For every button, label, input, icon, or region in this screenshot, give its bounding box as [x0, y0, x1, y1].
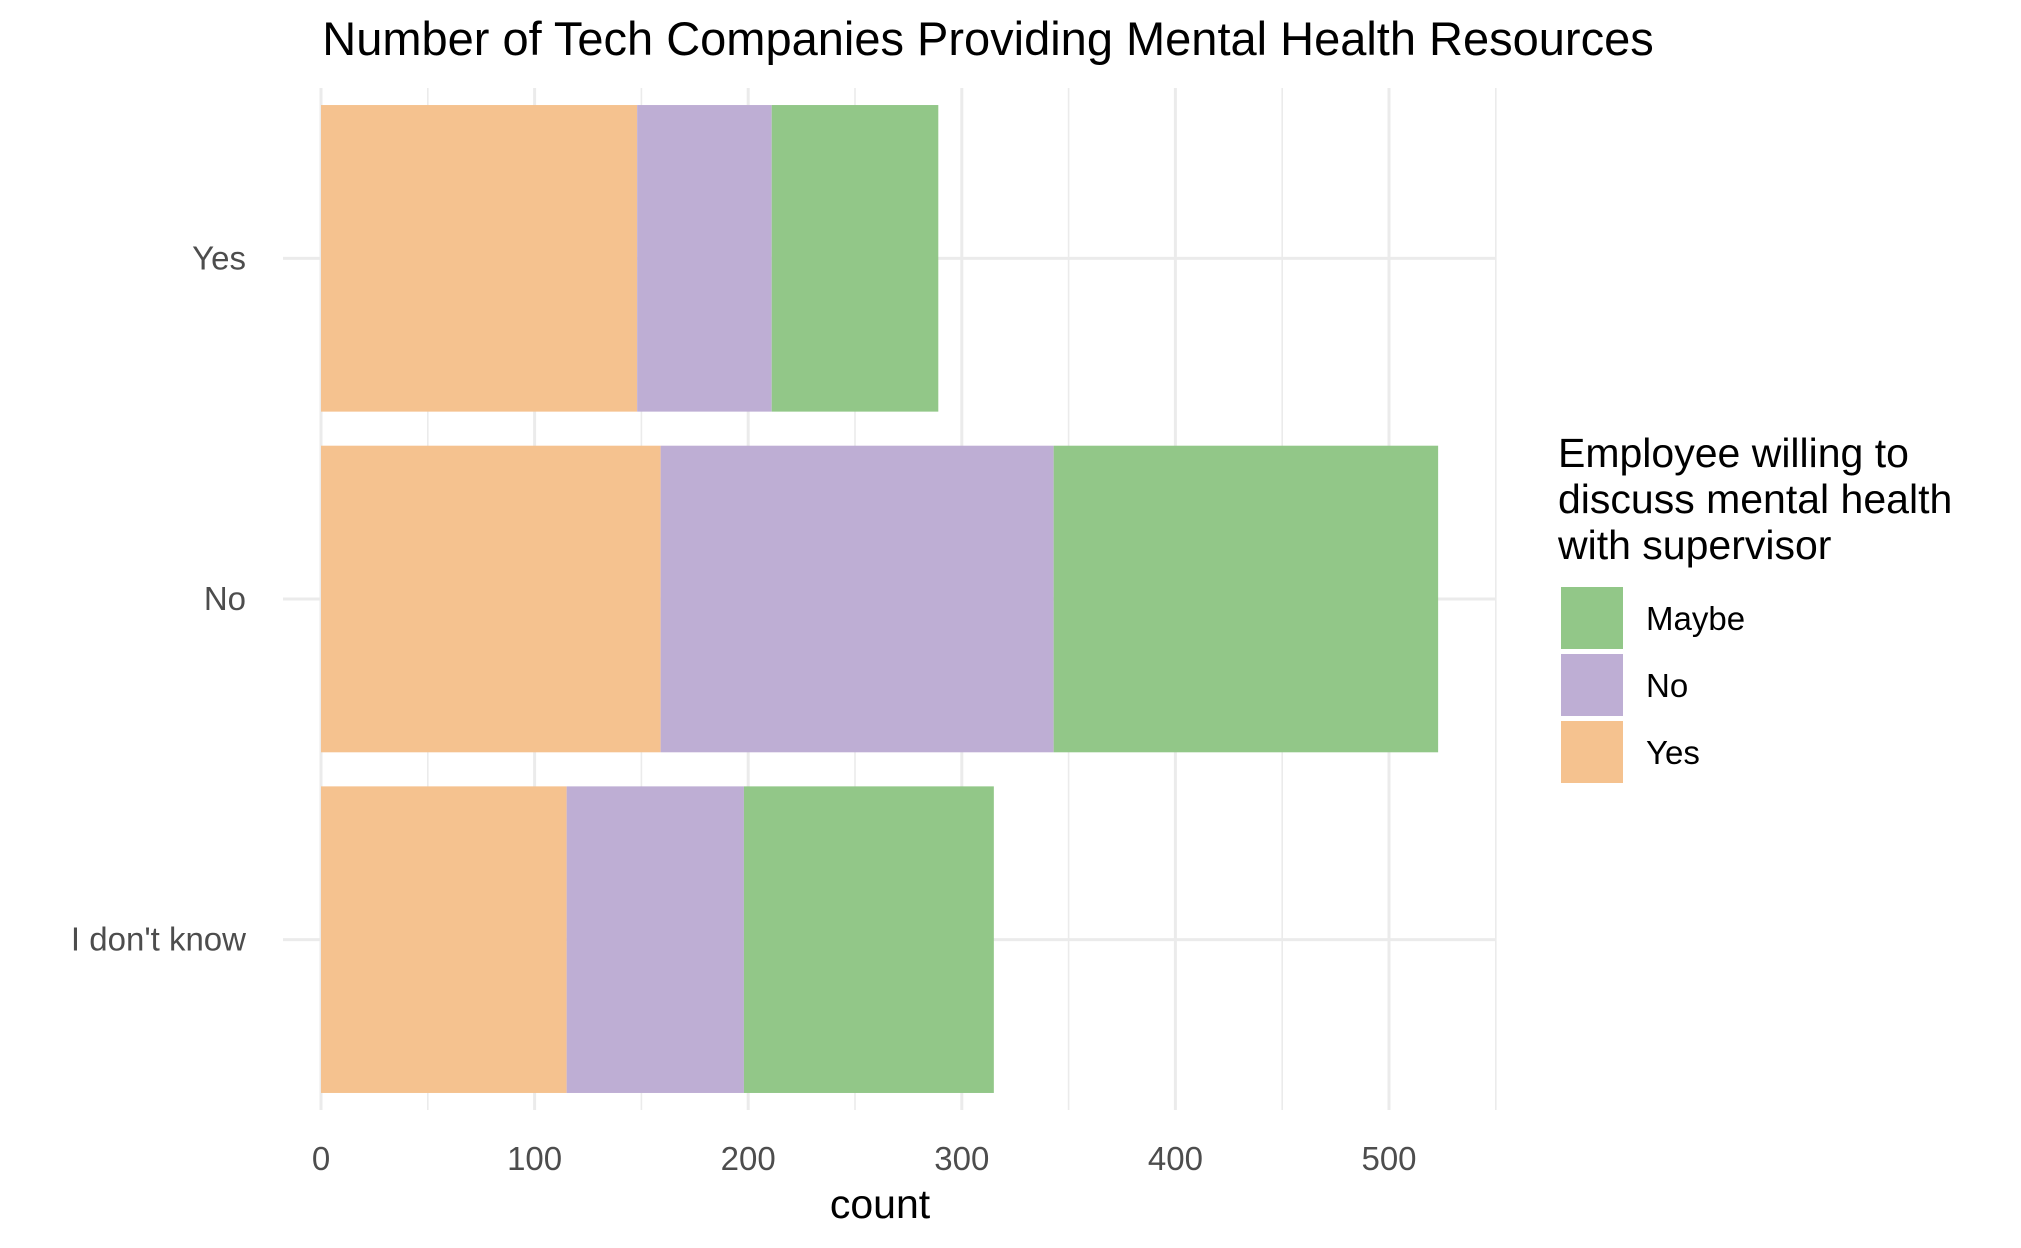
legend-title: with supervisor — [1557, 522, 1831, 568]
x-tick-label: 300 — [934, 1140, 989, 1177]
bar-segment — [321, 786, 567, 1093]
x-tick-label: 0 — [312, 1140, 330, 1177]
x-tick-label: 400 — [1148, 1140, 1203, 1177]
x-tick-label: 200 — [721, 1140, 776, 1177]
bar-segment — [637, 105, 772, 412]
bar-segment — [321, 105, 638, 412]
y-tick-label: I don't know — [71, 921, 246, 958]
y-tick-label: No — [204, 580, 246, 617]
legend-swatch — [1561, 654, 1623, 716]
y-tick-label: Yes — [192, 239, 246, 276]
legend-title: Employee willing to — [1558, 430, 1909, 476]
bar-segment — [1053, 445, 1439, 753]
legend-label: Maybe — [1646, 600, 1745, 637]
chart-title: Number of Tech Companies Providing Menta… — [322, 12, 1653, 65]
x-tick-label: 100 — [507, 1140, 562, 1177]
legend-label: Yes — [1646, 734, 1700, 771]
bar-segment — [743, 786, 994, 1093]
x-axis-title: count — [830, 1181, 931, 1227]
legend-swatch — [1561, 587, 1623, 649]
legend-swatch — [1561, 721, 1623, 783]
x-axis-ticks: 0 100 200 300 400 500 — [312, 1140, 1417, 1177]
bar-segment — [566, 786, 744, 1093]
bar-segment — [321, 445, 661, 753]
legend-title: discuss mental health — [1558, 476, 1952, 522]
bar-segment — [660, 445, 1054, 753]
x-tick-label: 500 — [1361, 1140, 1416, 1177]
y-axis-ticks: I don't know No Yes — [71, 239, 246, 957]
bars — [321, 105, 1439, 1093]
legend-label: No — [1646, 667, 1688, 704]
bar-segment — [771, 105, 939, 412]
